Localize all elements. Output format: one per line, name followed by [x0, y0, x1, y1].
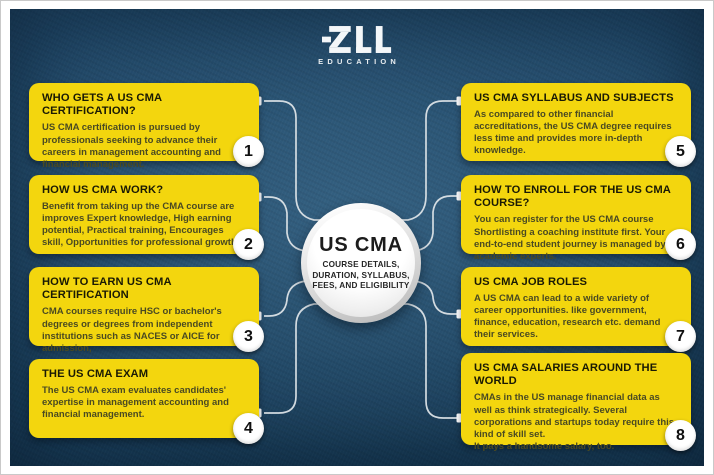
- card-body: CMAs in the US manage financial data as …: [474, 392, 675, 452]
- connector-line-5: [369, 100, 458, 221]
- info-card-5: US CMA SYLLABUS AND SUBJECTS As compared…: [461, 83, 696, 167]
- card-body: You can register for the US CMA course S…: [474, 214, 666, 262]
- center-subtitle: COURSE DETAILS, DURATION, SYLLABUS, FEES…: [312, 260, 410, 291]
- connector-line-3: [264, 280, 349, 317]
- connector-tab: [456, 309, 462, 319]
- connector-line-7: [373, 280, 458, 315]
- info-card-7: US CMA JOB ROLES A US CMA can lead to a …: [461, 267, 696, 352]
- card-title: US CMA SYLLABUS AND SUBJECTS: [474, 92, 674, 104]
- number-badge: 2: [233, 229, 264, 260]
- info-card-8: US CMA SALARIES AROUND THE WORLD CMAs in…: [461, 353, 696, 452]
- card-body: As compared to other financial accredita…: [474, 109, 672, 157]
- card-body: A US CMA can lead to a wide variety of c…: [474, 293, 661, 341]
- connector-tab: [456, 191, 462, 201]
- number-badge: 3: [233, 321, 264, 352]
- connector-line-6: [373, 195, 458, 252]
- connector-tab: [456, 96, 462, 106]
- card-body: The US CMA exam evaluates candidates' ex…: [42, 385, 229, 421]
- card-title: WHO GETS A US CMA CERTIFICATION?: [42, 92, 162, 118]
- number-badge: 6: [665, 229, 696, 260]
- connector-tab: [456, 413, 462, 423]
- number-badge: 1: [233, 136, 264, 167]
- number-badge: 7: [665, 321, 696, 352]
- zell-logo-mark: [321, 26, 392, 53]
- number-badge: 8: [665, 420, 696, 451]
- info-card-3: HOW TO EARN US CMA CERTIFICATION CMA cou…: [29, 267, 264, 354]
- center-circle-inner: US CMA COURSE DETAILS, DURATION, SYLLABU…: [307, 209, 415, 317]
- card-body: CMA courses require HSC or bachelor's de…: [42, 306, 222, 354]
- number-badge: 4: [233, 413, 264, 444]
- info-card-1: WHO GETS A US CMA CERTIFICATION? US CMA …: [29, 83, 264, 170]
- zell-logo: EDUCATION: [314, 26, 400, 66]
- center-circle: US CMA COURSE DETAILS, DURATION, SYLLABU…: [301, 203, 421, 323]
- card-title: US CMA SALARIES AROUND THE WORLD: [474, 362, 658, 388]
- card-title: HOW TO EARN US CMA CERTIFICATION: [42, 276, 172, 302]
- zell-logo-tagline: EDUCATION: [318, 57, 401, 66]
- card-title: US CMA JOB ROLES: [474, 276, 588, 288]
- card-title: HOW US CMA WORK?: [42, 184, 164, 196]
- number-badge: 5: [665, 136, 696, 167]
- card-title: HOW TO ENROLL FOR THE US CMA COURSE?: [474, 184, 671, 210]
- card-body: Benefit from taking up the CMA course ar…: [42, 201, 240, 249]
- info-card-6: HOW TO ENROLL FOR THE US CMA COURSE? You…: [461, 175, 696, 262]
- card-title: THE US CMA EXAM: [42, 368, 149, 380]
- info-card-4: THE US CMA EXAM The US CMA exam evaluate…: [29, 359, 264, 444]
- connector-line-2: [264, 196, 349, 252]
- connector-line-4: [264, 303, 353, 414]
- center-title: US CMA: [319, 234, 403, 257]
- info-card-2: HOW US CMA WORK? Benefit from taking up …: [29, 175, 264, 260]
- card-body: US CMA certification is pursued by profe…: [42, 122, 221, 170]
- connector-line-8: [369, 303, 458, 419]
- connector-line-1: [264, 100, 353, 221]
